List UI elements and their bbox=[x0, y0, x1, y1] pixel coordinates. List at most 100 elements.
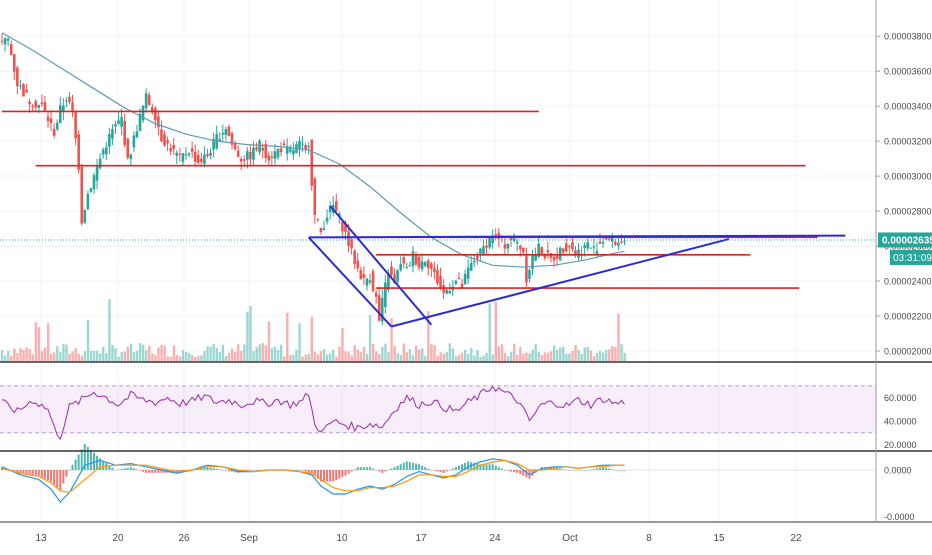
candle[interactable] bbox=[417, 256, 421, 271]
candle[interactable] bbox=[509, 237, 513, 248]
candle[interactable] bbox=[150, 103, 154, 115]
candle[interactable] bbox=[304, 142, 307, 154]
candle[interactable] bbox=[466, 259, 470, 285]
candle[interactable] bbox=[224, 126, 228, 141]
candle[interactable] bbox=[190, 141, 194, 159]
candlesticks[interactable] bbox=[0, 33, 626, 326]
candle[interactable] bbox=[402, 253, 406, 269]
candle[interactable] bbox=[482, 239, 485, 257]
candle[interactable] bbox=[95, 158, 99, 189]
candle[interactable] bbox=[420, 253, 424, 272]
candle[interactable] bbox=[463, 269, 467, 286]
candle[interactable] bbox=[334, 193, 338, 212]
candle[interactable] bbox=[12, 54, 16, 81]
candle[interactable] bbox=[187, 152, 191, 158]
candle[interactable] bbox=[528, 267, 531, 283]
candle[interactable] bbox=[200, 152, 203, 167]
candle[interactable] bbox=[62, 98, 65, 121]
candle[interactable] bbox=[74, 110, 77, 146]
candle[interactable] bbox=[270, 151, 274, 167]
candle[interactable] bbox=[157, 110, 160, 135]
candle[interactable] bbox=[0, 33, 4, 45]
candle[interactable] bbox=[430, 261, 433, 277]
candle[interactable] bbox=[288, 144, 292, 154]
candle[interactable] bbox=[25, 83, 28, 93]
candle[interactable] bbox=[577, 243, 580, 262]
candle[interactable] bbox=[239, 156, 243, 171]
candle[interactable] bbox=[601, 236, 605, 248]
candle[interactable] bbox=[546, 241, 550, 260]
candle[interactable] bbox=[252, 141, 255, 167]
candle[interactable] bbox=[154, 106, 157, 129]
candle[interactable] bbox=[249, 145, 252, 166]
candle[interactable] bbox=[454, 279, 458, 286]
candle[interactable] bbox=[264, 140, 268, 163]
candle[interactable] bbox=[104, 141, 108, 161]
candle[interactable] bbox=[172, 138, 176, 155]
candle[interactable] bbox=[488, 236, 491, 250]
macd-pane[interactable]: 0.0000 -0.0000 bbox=[0, 444, 915, 522]
candle[interactable] bbox=[89, 187, 93, 194]
candle[interactable] bbox=[564, 238, 568, 253]
candle[interactable] bbox=[147, 92, 151, 106]
candle[interactable] bbox=[313, 176, 317, 224]
candle[interactable] bbox=[341, 220, 344, 238]
candle[interactable] bbox=[233, 140, 237, 152]
candle[interactable] bbox=[325, 209, 329, 225]
candle[interactable] bbox=[292, 142, 295, 160]
candle[interactable] bbox=[6, 35, 10, 47]
candle[interactable] bbox=[120, 108, 123, 136]
candle[interactable] bbox=[58, 96, 62, 124]
candle[interactable] bbox=[377, 286, 381, 322]
candle[interactable] bbox=[396, 269, 399, 286]
candle[interactable] bbox=[129, 153, 133, 167]
candle[interactable] bbox=[414, 251, 418, 267]
candle[interactable] bbox=[316, 218, 320, 222]
candle[interactable] bbox=[175, 150, 179, 165]
candle[interactable] bbox=[166, 136, 169, 152]
candle[interactable] bbox=[206, 148, 209, 159]
candle[interactable] bbox=[98, 153, 102, 170]
candle[interactable] bbox=[350, 238, 353, 255]
candle[interactable] bbox=[574, 246, 577, 258]
candle[interactable] bbox=[111, 123, 114, 146]
candle[interactable] bbox=[555, 247, 559, 267]
candle[interactable] bbox=[43, 96, 47, 112]
candle[interactable] bbox=[22, 83, 25, 97]
candle[interactable] bbox=[365, 277, 369, 291]
time-axis[interactable]: 13 20 26 Sep 10 17 24 Oct 8 15 22 bbox=[35, 533, 802, 544]
candle[interactable] bbox=[515, 238, 519, 252]
candle[interactable] bbox=[3, 36, 7, 52]
candle[interactable] bbox=[411, 246, 415, 273]
candle[interactable] bbox=[68, 91, 71, 105]
candle[interactable] bbox=[273, 143, 277, 165]
candle[interactable] bbox=[485, 238, 488, 255]
candle[interactable] bbox=[399, 256, 402, 272]
candle[interactable] bbox=[19, 79, 22, 90]
candle[interactable] bbox=[322, 220, 326, 231]
trend-line[interactable] bbox=[308, 234, 846, 239]
candle[interactable] bbox=[457, 272, 461, 280]
candle[interactable] bbox=[426, 258, 430, 276]
candle[interactable] bbox=[571, 235, 574, 252]
candle[interactable] bbox=[77, 130, 80, 174]
candle[interactable] bbox=[101, 147, 105, 159]
candle[interactable] bbox=[40, 94, 44, 107]
candle[interactable] bbox=[384, 274, 387, 314]
candle[interactable] bbox=[144, 88, 148, 113]
candle[interactable] bbox=[169, 143, 172, 156]
candle[interactable] bbox=[356, 252, 360, 273]
candle[interactable] bbox=[362, 266, 366, 285]
candle[interactable] bbox=[221, 124, 225, 142]
candle[interactable] bbox=[390, 261, 393, 278]
candle[interactable] bbox=[319, 227, 323, 235]
candle[interactable] bbox=[218, 132, 222, 142]
candle[interactable] bbox=[433, 261, 436, 280]
candle[interactable] bbox=[598, 233, 602, 244]
candle[interactable] bbox=[561, 248, 565, 255]
candle[interactable] bbox=[108, 127, 111, 155]
candle[interactable] bbox=[589, 247, 593, 249]
trend-line[interactable] bbox=[391, 238, 730, 328]
candle[interactable] bbox=[212, 132, 215, 158]
